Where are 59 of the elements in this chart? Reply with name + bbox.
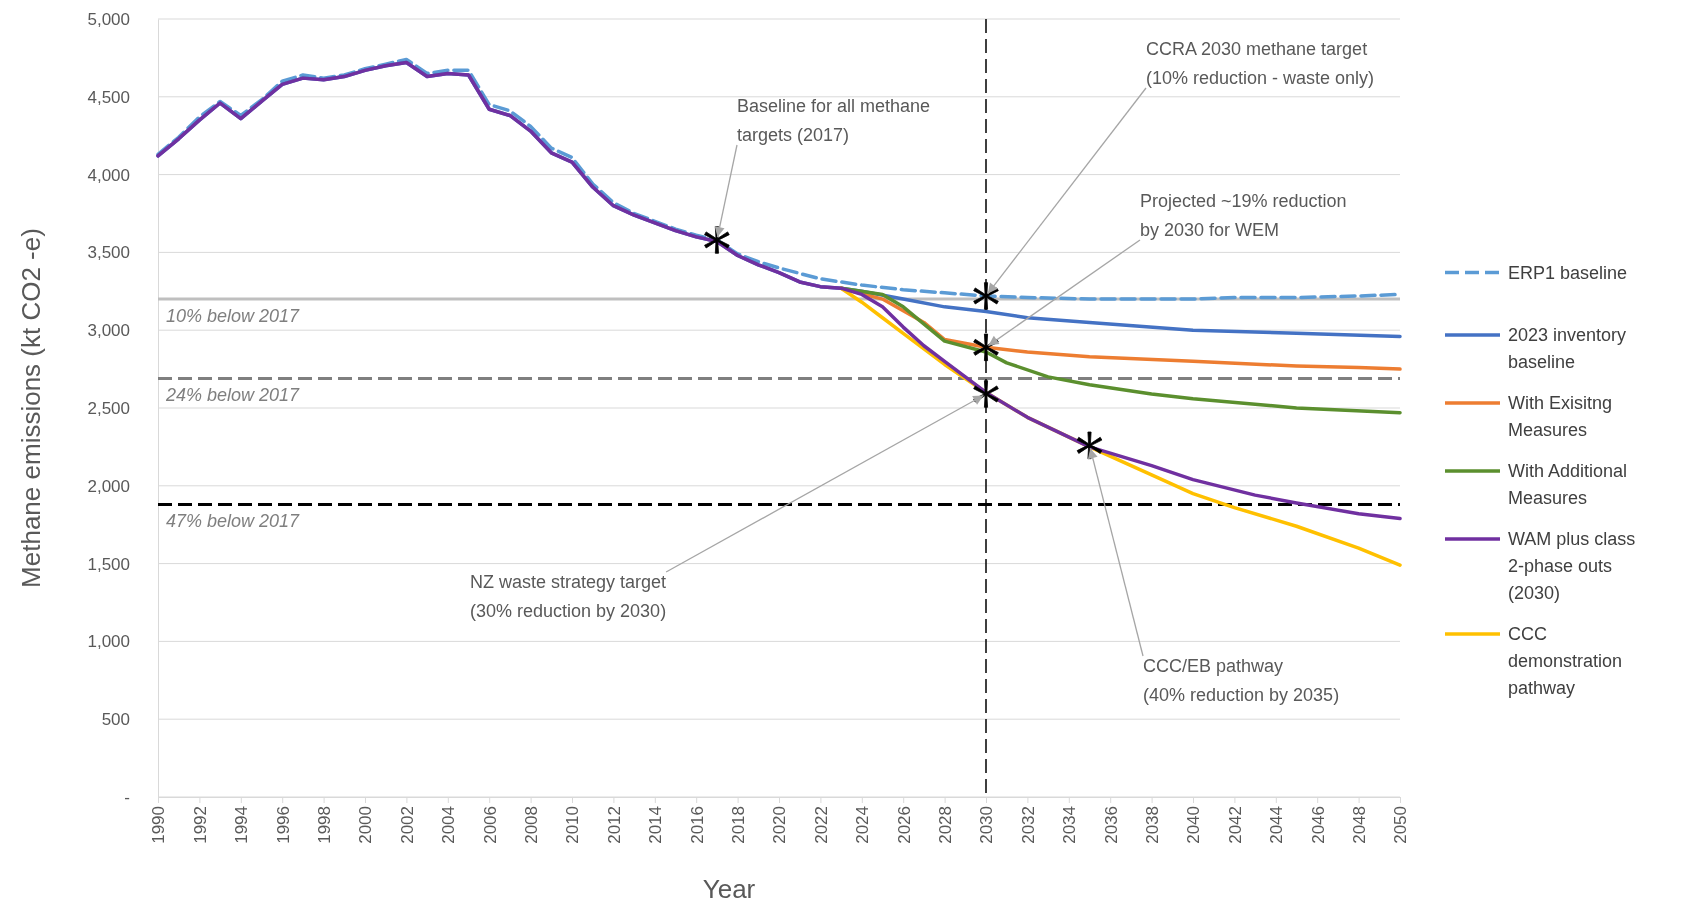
legend-label: ERP1 baseline [1508,262,1628,283]
legend-label: With Exisitng Measures [1508,393,1613,440]
legend-label: 2023 inventory baseline [1508,325,1627,372]
x-tick-label: 1994 [232,806,252,844]
y-tick-label: 5,000 [87,9,130,29]
x-tick-label: 2004 [439,806,459,844]
x-tick-label: 2038 [1143,806,1163,844]
annotation: Baseline for all methane targets (2017) [737,96,931,145]
x-tick-label: 2008 [522,806,542,844]
y-tick-label: - [124,787,130,807]
legend-label: With Additional Measures [1508,461,1628,508]
x-tick-label: 2000 [356,806,376,844]
annotation: NZ waste strategy target (30% reduction by 2030) [470,572,667,621]
y-tick-label: 1,500 [87,554,130,574]
y-tick-label: 4,500 [87,87,130,107]
ref-line-label: 24% below 2017 [165,385,301,406]
x-tick-label: 2024 [853,806,873,844]
x-tick-label: 1990 [149,806,169,844]
x-tick-label: 2042 [1225,806,1245,844]
ref-line-label: 47% below 2017 [166,511,301,532]
x-tick-label: 2034 [1060,806,1080,844]
y-tick-label: 4,000 [87,165,130,185]
x-tick-label: 2018 [729,806,749,844]
x-tick-label: 2010 [563,806,583,844]
x-tick-label: 2016 [687,806,707,844]
x-tick-label: 2050 [1391,806,1411,844]
x-tick-label: 1996 [273,806,293,844]
x-tick-label: 2028 [936,806,956,844]
y-tick-label: 2,000 [87,476,130,496]
x-tick-label: 1992 [190,806,210,844]
x-tick-label: 2020 [770,806,790,844]
x-tick-label: 2002 [397,806,417,844]
annotation: CCC/EB pathway (40% reduction by 2035) [1143,656,1340,705]
point [973,282,999,310]
x-tick-label: 1998 [315,806,335,844]
y-tick-label: 1,000 [87,632,130,652]
legend-label: CCC demonstration pathway [1508,624,1623,698]
x-tick-label: 2026 [894,806,914,844]
x-tick-label: 2044 [1267,806,1287,844]
x-tick-label: 2022 [811,806,831,844]
x-tick-label: 2006 [480,806,500,844]
x-tick-label: 2032 [1018,806,1038,844]
x-tick-label: 2046 [1308,806,1328,844]
annotation: CCRA 2030 methane target (10% reduction - waste only) [1146,39,1375,88]
x-tick-label: 2014 [646,806,666,844]
annotation: Projected ~19% reduction by 2030 for WEM [1140,191,1347,240]
ref-line-label: 10% below 2017 [166,306,301,327]
x-tick-label: 2040 [1184,806,1204,844]
x-tick-label: 2012 [604,806,624,844]
y-tick-label: 500 [101,710,130,730]
x-tick-label: 2030 [977,806,997,844]
y-tick-label: 3,000 [87,321,130,341]
y-axis-title: Methane emissions (kt CO2 -e) [16,228,46,588]
y-tick-label: 3,500 [87,243,130,263]
x-tick-label: 2048 [1350,806,1370,844]
x-tick-label: 2036 [1101,806,1121,844]
y-tick-label: 2,500 [87,398,130,418]
legend-label: WAM plus class 2-phase outs (2030) [1508,529,1636,603]
x-axis-title: Year [702,874,756,904]
